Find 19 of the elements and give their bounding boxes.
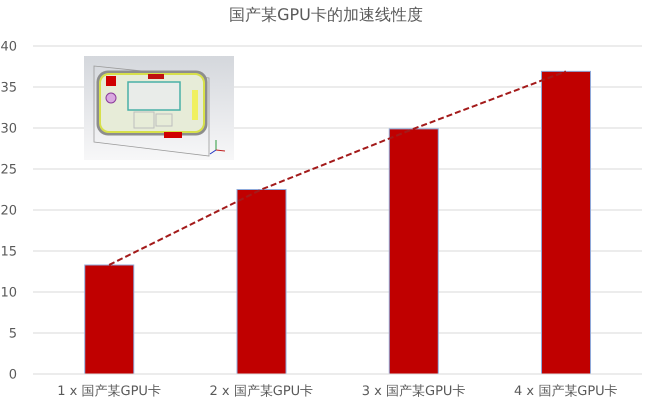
y-tick-label: 15 [0, 244, 17, 260]
y-tick-label: 5 [8, 326, 17, 342]
bar [236, 189, 287, 374]
bar [84, 264, 134, 374]
x-tick-label: 3 x 国产某GPU卡 [362, 384, 466, 400]
y-tick-label: 25 [0, 162, 17, 178]
x-tick-label: 2 x 国产某GPU卡 [210, 384, 314, 400]
bar [388, 128, 439, 374]
chart-title: 国产某GPU卡的加速线性度 [228, 5, 424, 25]
y-tick-label: 35 [0, 80, 17, 96]
y-tick-label: 20 [0, 204, 17, 219]
y-tick-label: 30 [0, 122, 17, 137]
y-tick-label: 40 [0, 40, 17, 55]
bar [541, 70, 592, 374]
y-tick-label: 0 [8, 368, 17, 383]
x-tick-label: 1 x 国产某GPU卡 [57, 384, 161, 400]
x-tick-label: 4 x 国产某GPU卡 [514, 384, 618, 400]
y-tick-label: 10 [0, 286, 17, 301]
line-series [108, 70, 567, 266]
